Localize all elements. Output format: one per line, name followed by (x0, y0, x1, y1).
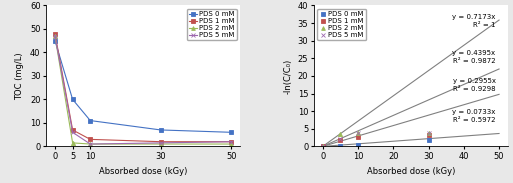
PDS 5 mM (157, 142, 164, 144)
Y-axis label: -ln(C/C₀): -ln(C/C₀) (283, 58, 292, 94)
PDS 0 mM (87, 119, 93, 122)
Line: PDS 0 mM: PDS 0 mM (321, 138, 430, 148)
Legend: PDS 0 mM, PDS 1 mM, PDS 2 mM, PDS 5 mM: PDS 0 mM, PDS 1 mM, PDS 2 mM, PDS 5 mM (187, 9, 236, 40)
X-axis label: Absorbed dose (kGy): Absorbed dose (kGy) (367, 167, 455, 175)
PDS 5 mM (337, 138, 343, 140)
PDS 2 mM (157, 143, 164, 145)
PDS 1 mM (157, 141, 164, 143)
PDS 2 mM (320, 145, 326, 147)
PDS 0 mM (228, 131, 234, 133)
Line: PDS 0 mM: PDS 0 mM (53, 39, 233, 134)
PDS 5 mM (228, 141, 234, 143)
PDS 0 mM (157, 129, 164, 131)
PDS 5 mM (87, 143, 93, 145)
PDS 2 mM (228, 143, 234, 145)
Legend: PDS 0 mM, PDS 1 mM, PDS 2 mM, PDS 5 mM: PDS 0 mM, PDS 1 mM, PDS 2 mM, PDS 5 mM (318, 9, 366, 40)
PDS 0 mM (425, 139, 431, 141)
Y-axis label: TOC (mg/L): TOC (mg/L) (15, 52, 25, 100)
PDS 5 mM (425, 132, 431, 134)
PDS 2 mM (425, 132, 431, 134)
PDS 5 mM (52, 35, 58, 37)
PDS 1 mM (228, 141, 234, 143)
PDS 1 mM (355, 136, 361, 138)
PDS 2 mM (355, 132, 361, 134)
PDS 5 mM (320, 145, 326, 147)
PDS 2 mM (52, 35, 58, 37)
PDS 1 mM (337, 139, 343, 141)
PDS 5 mM (70, 131, 76, 133)
PDS 1 mM (52, 33, 58, 35)
PDS 2 mM (337, 133, 343, 135)
PDS 1 mM (87, 138, 93, 141)
PDS 2 mM (87, 143, 93, 145)
PDS 0 mM (320, 145, 326, 147)
Text: y = 0.7173x
R² = 1: y = 0.7173x R² = 1 (452, 14, 496, 28)
Line: PDS 1 mM: PDS 1 mM (53, 32, 233, 144)
Text: y = 0.0733x
R² = 0.5972: y = 0.0733x R² = 0.5972 (452, 109, 496, 124)
Text: y = 0.2955x
R² = 0.9298: y = 0.2955x R² = 0.9298 (452, 78, 496, 92)
Text: y = 0.4395x
R² = 0.9872: y = 0.4395x R² = 0.9872 (452, 50, 496, 64)
Line: PDS 1 mM: PDS 1 mM (321, 133, 430, 148)
X-axis label: Absorbed dose (kGy): Absorbed dose (kGy) (99, 167, 187, 175)
PDS 1 mM (70, 129, 76, 131)
PDS 0 mM (355, 144, 361, 146)
PDS 1 mM (425, 134, 431, 136)
PDS 0 mM (337, 145, 343, 147)
Line: PDS 5 mM: PDS 5 mM (53, 34, 233, 146)
PDS 0 mM (52, 40, 58, 42)
Line: PDS 5 mM: PDS 5 mM (321, 131, 430, 148)
Line: PDS 2 mM: PDS 2 mM (321, 131, 430, 148)
PDS 2 mM (70, 142, 76, 144)
PDS 1 mM (320, 145, 326, 147)
PDS 5 mM (355, 132, 361, 134)
Line: PDS 2 mM: PDS 2 mM (53, 34, 233, 146)
PDS 0 mM (70, 98, 76, 100)
